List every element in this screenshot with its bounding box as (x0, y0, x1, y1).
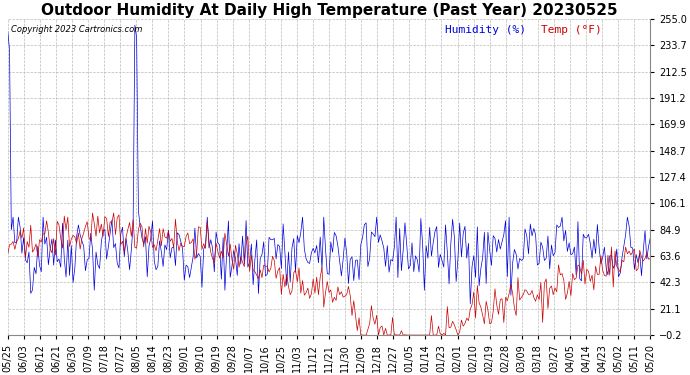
Text: Copyright 2023 Cartronics.com: Copyright 2023 Cartronics.com (11, 25, 142, 34)
Title: Outdoor Humidity At Daily High Temperature (Past Year) 20230525: Outdoor Humidity At Daily High Temperatu… (41, 3, 618, 18)
Text: Humidity (%): Humidity (%) (445, 25, 526, 35)
Text: Temp (°F): Temp (°F) (541, 25, 602, 35)
